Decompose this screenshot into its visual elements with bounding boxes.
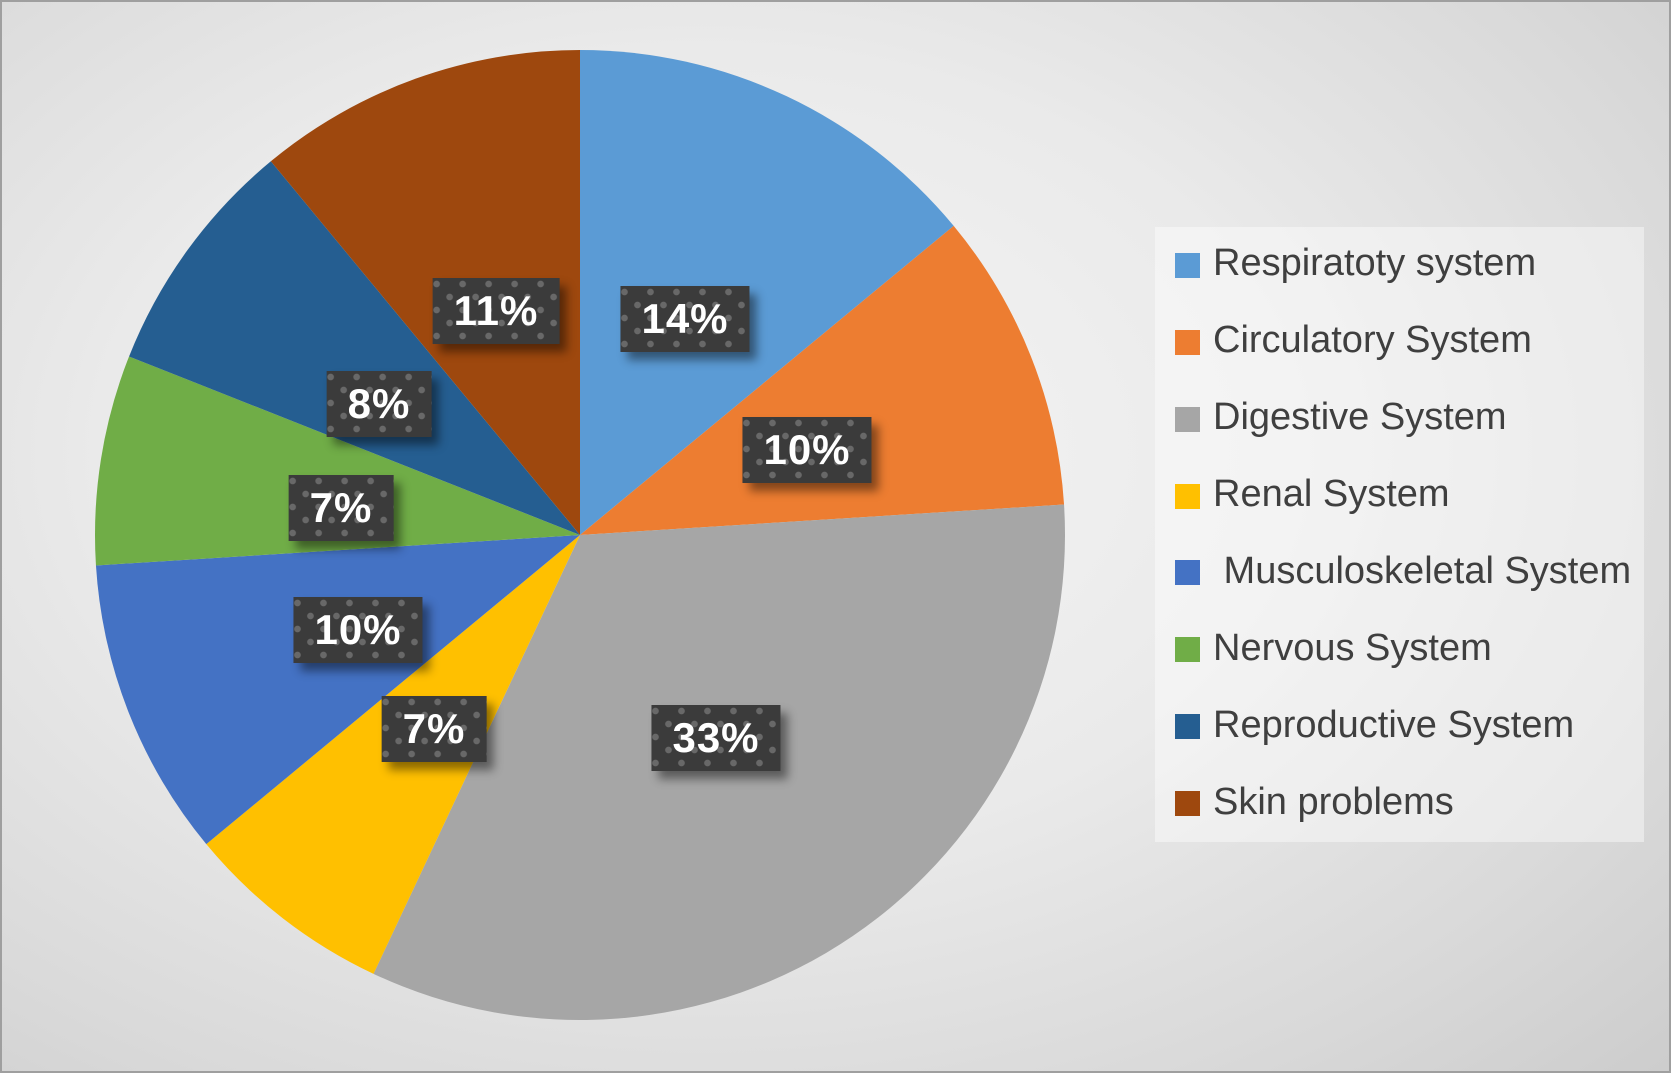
legend-item-label: Respiratoty system (1213, 242, 1537, 285)
pie-slice-skin-problems[interactable] (270, 49, 580, 535)
legend-item-label: Circulatory System (1213, 319, 1532, 362)
pie-slice-musculoskeletal-system[interactable] (95, 535, 581, 845)
legend-item-label: Nervous System (1213, 626, 1492, 669)
legend-item-label: Reproductive System (1213, 703, 1575, 746)
data-label-musculoskeletal-system[interactable]: 10% (293, 597, 422, 663)
legend-swatch-icon (1175, 714, 1200, 740)
pie-slice-renal-system[interactable] (206, 535, 580, 974)
legend-item-label: Skin problems (1213, 780, 1454, 823)
data-label-skin-problems[interactable]: 11% (433, 278, 560, 344)
data-label-respiratoty-system[interactable]: 14% (620, 286, 749, 352)
data-label-circulatory-system[interactable]: 10% (742, 417, 871, 483)
legend-item-label: Musculoskeletal System (1213, 549, 1632, 592)
pie-slice-nervous-system[interactable] (95, 356, 581, 566)
legend-item-label: Renal System (1213, 473, 1450, 516)
data-label-digestive-system[interactable]: 33% (651, 705, 780, 771)
pie-slice-circulatory-system[interactable] (580, 225, 1065, 535)
pie-slice-reproductive-system[interactable] (129, 161, 580, 535)
legend: Respiratoty system Circulatory System Dige… (1155, 227, 1644, 842)
legend-item-reproductive-system[interactable]: Reproductive System (1155, 688, 1644, 765)
legend-swatch-icon (1175, 406, 1200, 432)
legend-swatch-icon (1175, 791, 1200, 817)
legend-swatch-icon (1175, 329, 1200, 355)
legend-swatch-icon (1175, 637, 1200, 663)
data-label-renal-system[interactable]: 7% (382, 696, 487, 762)
legend-item-nervous-system[interactable]: Nervous System (1155, 611, 1644, 688)
legend-swatch-icon (1175, 252, 1200, 278)
data-label-reproductive-system[interactable]: 8% (327, 371, 432, 437)
legend-item-skin-problems[interactable]: Skin problems (1155, 765, 1644, 842)
legend-item-renal-system[interactable]: Renal System (1155, 458, 1644, 535)
legend-item-circulatory-system[interactable]: Circulatory System (1155, 304, 1644, 381)
legend-item-respiratoty-system[interactable]: Respiratoty system (1155, 227, 1644, 304)
legend-item-label: Digestive System (1213, 396, 1507, 439)
pie-slice-digestive-system[interactable] (373, 504, 1065, 1020)
pie-slice-respiratoty-system[interactable] (580, 50, 954, 535)
legend-item-digestive-system[interactable]: Digestive System (1155, 381, 1644, 458)
data-label-nervous-system[interactable]: 7% (289, 475, 394, 541)
legend-item-musculoskeletal-system[interactable]: Musculoskeletal System (1155, 535, 1644, 612)
legend-swatch-icon (1175, 483, 1200, 509)
legend-swatch-icon (1175, 560, 1200, 586)
